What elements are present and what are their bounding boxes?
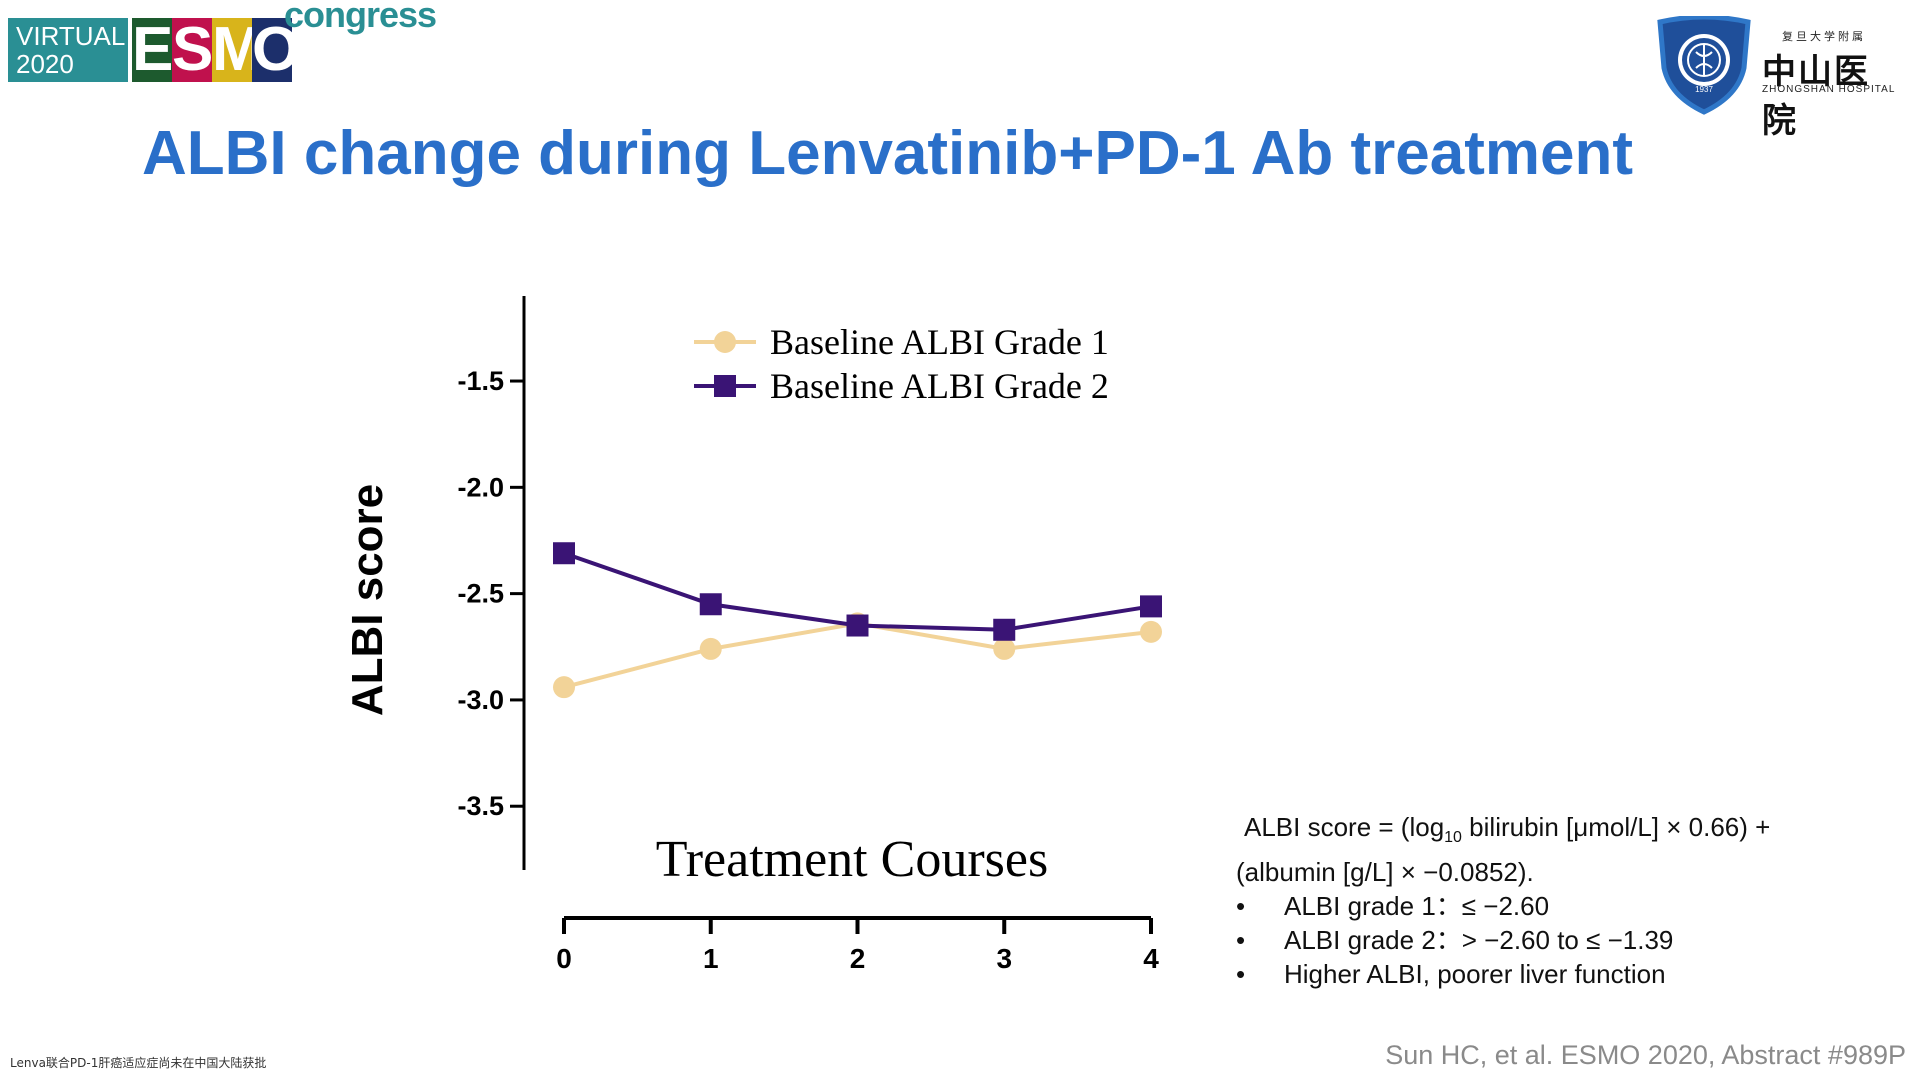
y-axis: -1.5 -2.0 -2.5 -3.0 -3.5 xyxy=(457,296,526,870)
bullet-icon: • xyxy=(1236,925,1246,956)
series-layer xyxy=(553,542,1162,699)
data-point xyxy=(846,614,869,637)
bullet-icon: • xyxy=(1236,959,1246,990)
data-point xyxy=(1140,620,1162,643)
legend-label: Baseline ALBI Grade 1 xyxy=(770,322,1109,362)
x-tick-label: 4 xyxy=(1143,943,1159,974)
legend-marker xyxy=(714,331,736,353)
albi-formula-panel: ALBI score = (log10 bilirubin [μmol/L] ×… xyxy=(1236,810,1876,991)
data-point xyxy=(699,637,722,660)
formula-line-1-pre: ALBI score = (log xyxy=(1244,812,1445,842)
list-item: • Higher ALBI, poorer liver function xyxy=(1236,957,1876,991)
y-tick-label: -1.5 xyxy=(457,366,504,396)
legend-label: Baseline ALBI Grade 2 xyxy=(770,366,1109,406)
data-point xyxy=(699,593,722,616)
data-point xyxy=(553,676,575,699)
regulatory-footnote: Lenva联合PD-1肝癌适应症尚未在中国大陆获批 xyxy=(10,1056,267,1070)
x-tick-label: 0 xyxy=(556,943,572,974)
hospital-name-cn: 中山医院 xyxy=(1762,52,1870,141)
data-point xyxy=(993,637,1016,660)
hospital-name-en: ZHONGSHAN HOSPITAL xyxy=(1762,84,1896,95)
albi-grade-list: • ALBI grade 1：≤ −2.60 • ALBI grade 2：> −2… xyxy=(1236,889,1876,991)
x-axis-title: Treatment Courses xyxy=(656,831,1048,888)
formula-log-base: 10 xyxy=(1444,829,1462,847)
x-tick-label: 1 xyxy=(703,943,719,974)
list-item: • ALBI grade 2：> −2.60 to ≤ −1.39 xyxy=(1236,923,1876,957)
x-tick-label: 3 xyxy=(996,943,1012,974)
zhongshan-hospital-logo: 1937 复旦大学附属 中山医院 ZHONGSHAN HOSPITAL xyxy=(1652,14,1902,141)
bullet-text: Higher ALBI, poorer liver function xyxy=(1284,959,1666,990)
formula-line-2: (albumin [g/L] × −0.0852). xyxy=(1236,857,1534,888)
esmo-letter-s: S xyxy=(172,15,214,84)
bullet-text: ALBI grade 1：≤ −2.60 xyxy=(1284,891,1550,922)
year-label: 2020 xyxy=(16,49,74,79)
hospital-year-label: 1937 xyxy=(1695,85,1713,94)
formula-line-1-post: bilirubin [μmol/L] × 0.66) + xyxy=(1461,812,1771,842)
hospital-affiliation-label: 复旦大学附属 xyxy=(1782,30,1866,43)
legend-marker xyxy=(714,375,736,397)
congress-wordmark: congress xyxy=(284,0,437,35)
esmo-wordmark: E S M O xyxy=(132,15,300,84)
x-axis: 0 1 2 3 4 xyxy=(556,916,1159,974)
data-point xyxy=(553,542,575,565)
x-tick-label: 2 xyxy=(850,943,866,974)
data-point xyxy=(993,618,1016,641)
virtual-2020-badge: VIRTUAL 2020 xyxy=(8,18,128,82)
y-tick-label: -2.5 xyxy=(457,579,504,609)
esmo-congress-logo: VIRTUAL 2020 E S M O congress xyxy=(8,0,438,90)
virtual-label: VIRTUAL xyxy=(16,21,126,51)
y-axis-title: ALBI score xyxy=(343,484,392,716)
slide-title: ALBI change during Lenvatinib+PD-1 Ab tr… xyxy=(142,119,1634,188)
y-tick-label: -2.0 xyxy=(457,472,504,502)
data-point xyxy=(1140,595,1162,618)
bullet-text: ALBI grade 2：> −2.60 to ≤ −1.39 xyxy=(1284,925,1674,956)
hospital-shield-icon: 1937 xyxy=(1657,14,1751,115)
citation: Sun HC, et al. ESMO 2020, Abstract #989P xyxy=(1385,1040,1906,1070)
y-tick-label: -3.0 xyxy=(457,685,504,715)
formula-line-1: ALBI score = (log10 bilirubin [μmol/L] ×… xyxy=(1236,810,1876,855)
esmo-letter-e: E xyxy=(132,15,174,84)
bullet-icon: • xyxy=(1236,891,1246,922)
y-tick-label: -3.5 xyxy=(457,791,504,821)
list-item: • ALBI grade 1：≤ −2.60 xyxy=(1236,889,1876,923)
